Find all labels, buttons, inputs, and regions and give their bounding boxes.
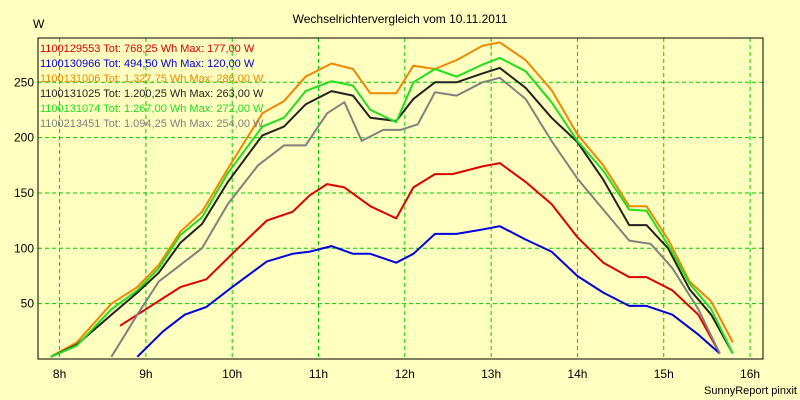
legend-entry-2: 1100130966 Tot: 494,50 Wh Max: 120,00 W: [40, 58, 255, 70]
chart-title: Wechselrichtervergleich vom 10.11.2011: [293, 12, 508, 26]
x-tick-label: 10h: [222, 367, 242, 381]
y-tick-label: 150: [14, 186, 34, 200]
y-tick-label: 100: [14, 241, 34, 255]
x-tick-label: 13h: [481, 367, 501, 381]
x-tick-label: 9h: [139, 367, 152, 381]
y-tick-labels: 50 100 150 200 250: [14, 75, 34, 310]
series-line-5: [50, 56, 734, 358]
series-lines: [50, 41, 734, 358]
legend: 1100129553 Tot: 768,25 Wh Max: 177,00 W 1…: [40, 43, 264, 130]
x-tick-label: 14h: [567, 367, 587, 381]
legend-entry-3: 1100131006 Tot: 1.327,75 Wh Max: 286,00 …: [40, 73, 264, 85]
y-tick-label: 50: [21, 297, 35, 311]
series-line-6: [110, 76, 721, 358]
x-tick-label: 15h: [654, 367, 674, 381]
plot-frame: [37, 37, 764, 360]
y-axis-label: W: [33, 17, 45, 31]
x-tick-label: 11h: [309, 367, 328, 381]
y-tick-label: 200: [14, 131, 34, 145]
gridlines: [38, 38, 763, 359]
legend-entry-6: 1100213451 Tot: 1.094,25 Wh Max: 254,00 …: [40, 118, 264, 130]
y-tick-label: 250: [14, 75, 34, 89]
legend-entry-4: 1100131025 Tot: 1.200,25 Wh Max: 263,00 …: [40, 88, 264, 100]
series-line-2: [136, 225, 721, 358]
series-line-4: [50, 66, 734, 358]
x-tick-label: 16h: [740, 367, 760, 381]
legend-entry-1: 1100129553 Tot: 768,25 Wh Max: 177,00 W: [40, 43, 255, 55]
x-tick-labels: 8h 9h 10h 11h 12h 13h 14h 15h 16h: [53, 367, 760, 381]
x-tick-label: 12h: [395, 367, 415, 381]
x-tick-label: 8h: [53, 367, 66, 381]
series-line-3: [50, 41, 734, 358]
legend-entry-5: 1100131074 Tot: 1.267,00 Wh Max: 272,00 …: [40, 103, 264, 115]
series-line-1: [119, 162, 721, 354]
footer-credit: SunnyReport pinxit: [704, 385, 797, 397]
